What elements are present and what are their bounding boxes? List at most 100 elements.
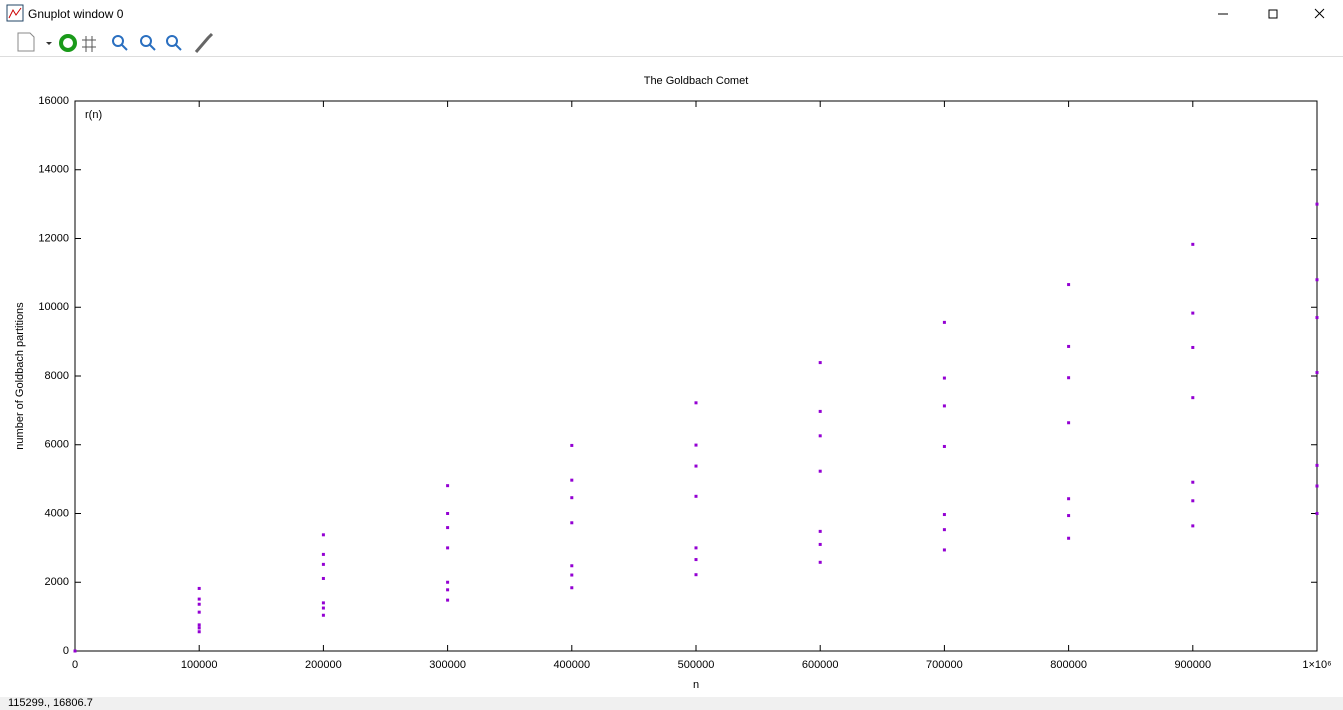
y-tick-label: 12000 [38, 232, 69, 244]
status-bar: 115299., 16806.7 [0, 697, 1343, 710]
point [570, 479, 573, 482]
title-bar: Gnuplot window 0 [0, 0, 1343, 28]
point [198, 598, 201, 601]
y-tick-label: 4000 [45, 507, 69, 519]
point [1191, 499, 1194, 502]
point [819, 561, 822, 564]
point [570, 564, 573, 567]
y-tick-label: 10000 [38, 301, 69, 313]
chart-title: The Goldbach Comet [644, 75, 749, 87]
point [1067, 514, 1070, 517]
point [943, 513, 946, 516]
point [943, 548, 946, 551]
point [322, 563, 325, 566]
legend-label: r(n) [85, 109, 102, 121]
point [1067, 537, 1070, 540]
x-tick-label: 900000 [1174, 659, 1211, 671]
point [322, 607, 325, 610]
point [1316, 485, 1319, 488]
point [819, 470, 822, 473]
app-icon [6, 4, 26, 24]
y-tick-label: 6000 [45, 439, 69, 451]
point [198, 587, 201, 590]
point [570, 574, 573, 577]
x-tick-label: 800000 [1050, 659, 1087, 671]
point [570, 444, 573, 447]
point [943, 377, 946, 380]
point [446, 526, 449, 529]
point [446, 588, 449, 591]
point [695, 401, 698, 404]
x-tick-label: 400000 [553, 659, 590, 671]
point [1191, 346, 1194, 349]
plot: The Goldbach Comet n number of Goldbach … [0, 57, 1343, 697]
window-title: Gnuplot window 0 [28, 7, 123, 21]
plot-frame [75, 101, 1317, 651]
x-tick-label: 0 [72, 659, 78, 671]
point [446, 512, 449, 515]
point [322, 533, 325, 536]
point [1316, 512, 1319, 515]
x-axis-label: n [693, 679, 699, 691]
point [322, 577, 325, 580]
point [695, 444, 698, 447]
point [819, 434, 822, 437]
x-tick-label: 300000 [429, 659, 466, 671]
point [695, 573, 698, 576]
window-controls[interactable] [1203, 0, 1343, 28]
point [1191, 481, 1194, 484]
point [570, 586, 573, 589]
point [1316, 371, 1319, 374]
point [198, 626, 201, 629]
point [1316, 203, 1319, 206]
point [446, 546, 449, 549]
x-tick-label: 600000 [802, 659, 839, 671]
point [198, 603, 201, 606]
point [198, 623, 201, 626]
point [1316, 316, 1319, 319]
x-tick-label: 700000 [926, 659, 963, 671]
point [819, 530, 822, 533]
point [1191, 396, 1194, 399]
x-tick-label: 1×10⁶ [1302, 659, 1331, 671]
y-tick-label: 0 [63, 645, 69, 657]
point [819, 543, 822, 546]
x-tick-label: 500000 [678, 659, 715, 671]
point [446, 484, 449, 487]
point [322, 601, 325, 604]
y-axis-label: number of Goldbach partitions [14, 302, 26, 450]
point [198, 630, 201, 633]
toolbar-icons[interactable] [0, 28, 230, 56]
point [1067, 376, 1070, 379]
point [943, 404, 946, 407]
point [1316, 464, 1319, 467]
point [446, 599, 449, 602]
point [943, 528, 946, 531]
y-tick-label: 16000 [38, 95, 69, 107]
point [322, 553, 325, 556]
y-tick-label: 14000 [38, 164, 69, 176]
point [1191, 312, 1194, 315]
point [943, 445, 946, 448]
y-tick-label: 2000 [45, 576, 69, 588]
point [1067, 345, 1070, 348]
point [1191, 524, 1194, 527]
point [1316, 278, 1319, 281]
point [1191, 243, 1194, 246]
point [819, 410, 822, 413]
point [943, 321, 946, 324]
point [446, 581, 449, 584]
x-tick-label: 200000 [305, 659, 342, 671]
point [198, 611, 201, 614]
y-tick-label: 8000 [45, 370, 69, 382]
point [74, 650, 77, 653]
point [570, 521, 573, 524]
point [695, 465, 698, 468]
point [819, 361, 822, 364]
gnuplot-window: Gnuplot window 0 The Goldbach Comet n nu… [0, 0, 1343, 710]
point [695, 495, 698, 498]
point [1067, 421, 1070, 424]
point [1067, 497, 1070, 500]
x-tick-label: 100000 [181, 659, 218, 671]
point [695, 558, 698, 561]
